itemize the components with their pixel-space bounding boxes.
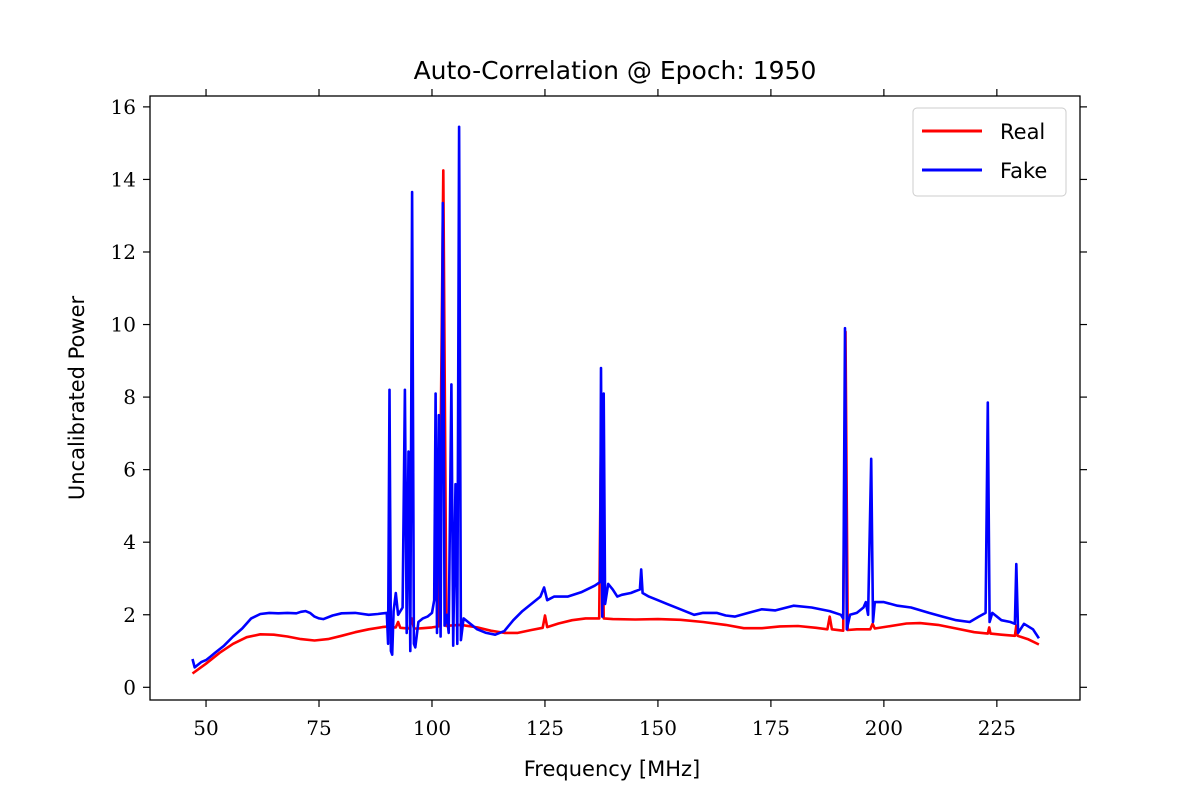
y-tick-label: 8 [123,385,136,409]
plot-area-frame [149,95,1081,701]
x-tick-label: 175 [752,716,790,740]
x-tick-label: 150 [639,716,677,740]
chart-title: Auto-Correlation @ Epoch: 1950 [414,56,817,85]
series-line-real [191,169,1040,675]
ticks-layer: 50 75 100 125 150 175 200 225 0 2 4 6 8 10 12 14 16 [111,89,1087,740]
y-tick-label: 0 [123,675,136,699]
y-tick-label: 2 [123,603,136,627]
x-tick-label: 125 [526,716,564,740]
series-layer [191,125,1040,675]
x-axis-label: Frequency [MHz] [524,757,700,781]
y-tick-label: 10 [111,313,136,337]
y-tick-label: 14 [111,167,136,191]
x-tick-label: 200 [865,716,903,740]
y-tick-label: 4 [123,530,136,554]
y-axis-label: Uncalibrated Power [65,296,89,501]
x-tick-label: 225 [978,716,1016,740]
x-tick-label: 75 [306,716,331,740]
y-tick-label: 6 [123,458,136,482]
legend-label-real: Real [1000,120,1045,144]
x-tick-label: 100 [413,716,451,740]
series-line-fake [191,125,1040,669]
y-tick-label: 16 [111,95,136,119]
x-tick-label: 50 [193,716,218,740]
y-tick-label: 12 [111,240,136,264]
legend-label-fake: Fake [1000,159,1047,183]
legend: Real Fake [912,107,1067,197]
